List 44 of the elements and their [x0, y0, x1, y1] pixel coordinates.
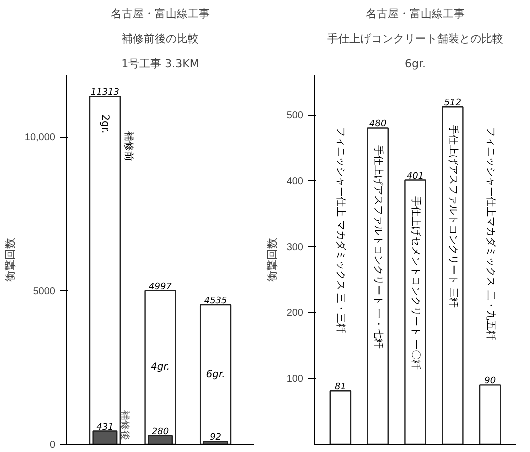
data-label: 4997 — [149, 282, 172, 292]
bar — [442, 106, 464, 444]
y-axis-title: 衝撃回数 — [4, 238, 17, 282]
data-label: 11313 — [90, 88, 120, 98]
bar — [200, 304, 232, 444]
y-tick-label: 0 — [50, 440, 56, 451]
data-label: 431 — [96, 422, 114, 433]
bar — [144, 290, 176, 444]
chart-subtitle: 補修前後の比較 — [122, 32, 199, 46]
y-tick-label: 10,000 — [24, 132, 56, 144]
category-label: 手仕上げセメントコンクリート 一〇粁 — [410, 196, 421, 370]
data-label: 4535 — [204, 296, 228, 307]
bar — [330, 390, 352, 444]
data-label: 90 — [484, 376, 496, 387]
y-tick-label: 300 — [286, 242, 304, 254]
y-tick-label: 500 — [286, 110, 304, 122]
category-label: 手仕上げアスファルトコンクリート 一・七粁 — [372, 146, 384, 349]
data-label: 480 — [370, 120, 387, 130]
x-tick-label: 4gr. — [150, 362, 170, 374]
data-label: 81 — [334, 382, 346, 393]
category-label: 手仕上げアスファルトコンクリート 三粁 — [447, 124, 458, 308]
category-label: フィニッシャー仕上マカダミックス 二・九五粁 — [484, 127, 496, 340]
bar — [367, 128, 389, 444]
chart-title: 名古屋・富山線工事 — [111, 8, 210, 20]
text: 6gr. — [405, 58, 426, 70]
text: 補修後 — [119, 410, 132, 441]
data-label: 280 — [152, 427, 170, 438]
bar — [89, 96, 122, 444]
x-tick-label: 2gr. — [100, 114, 111, 134]
y-tick-label: 5000 — [33, 286, 56, 298]
y-tick-label: 100 — [286, 374, 304, 386]
data-label: 401 — [406, 172, 424, 182]
bar — [479, 384, 502, 444]
chart-title: 名古屋・富山線工事 — [366, 8, 465, 20]
data-label: 92 — [210, 433, 222, 444]
data-label: 512 — [444, 98, 462, 109]
category-label: フィニッシャー仕上 マカダミックス 三・三粁 — [335, 127, 346, 334]
y-axis-title: 衝撃回数 — [266, 238, 279, 282]
chart-subtitle: 手仕上げコンクリート舗装との比較 — [328, 32, 504, 46]
text: 1号工事 3.3KM — [122, 58, 200, 70]
bar — [404, 180, 426, 444]
y-tick-label: 400 — [286, 176, 304, 188]
y-tick-label: 200 — [286, 308, 304, 320]
text: 補修前 — [122, 131, 135, 162]
